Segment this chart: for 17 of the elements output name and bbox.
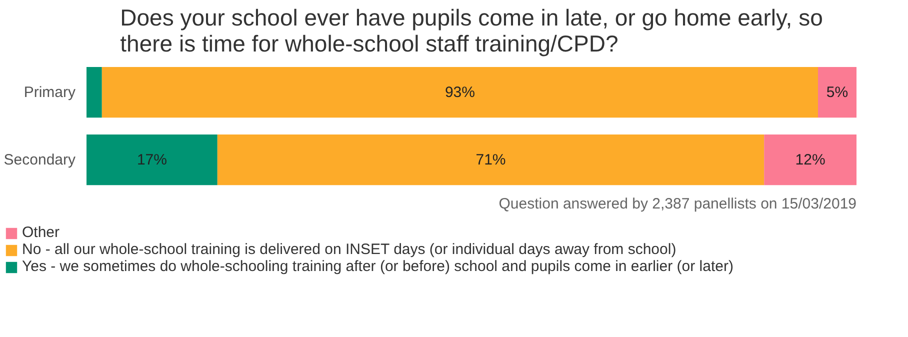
data-label: 12% xyxy=(795,151,826,168)
bar xyxy=(86,134,218,186)
chart-title: Does your school ever have pupils come in late, or go home early, so there is time for whole-school staff training/CPD? xyxy=(120,4,823,56)
legend-label: Yes - we sometimes do whole-schooling training after (or before) school and pupils come in earlier (or later) xyxy=(22,258,734,275)
legend-label: No - all our whole-school training is delivered on INSET days (or individual days away from school) xyxy=(22,241,676,258)
bar xyxy=(764,134,856,186)
bar xyxy=(86,66,102,118)
text: Question answered by 2,387 panellists on 15/03/2019 xyxy=(498,196,857,212)
data-label: 71% xyxy=(476,151,506,168)
bar xyxy=(217,134,764,186)
y-tick-label: Secondary xyxy=(4,151,76,168)
y-tick-label: Primary xyxy=(24,84,76,101)
data-label: 5% xyxy=(826,84,848,101)
data-label: 93% xyxy=(444,84,475,101)
legend-label: Other xyxy=(22,224,60,241)
data-label: 17% xyxy=(136,151,167,168)
bar xyxy=(818,66,856,118)
